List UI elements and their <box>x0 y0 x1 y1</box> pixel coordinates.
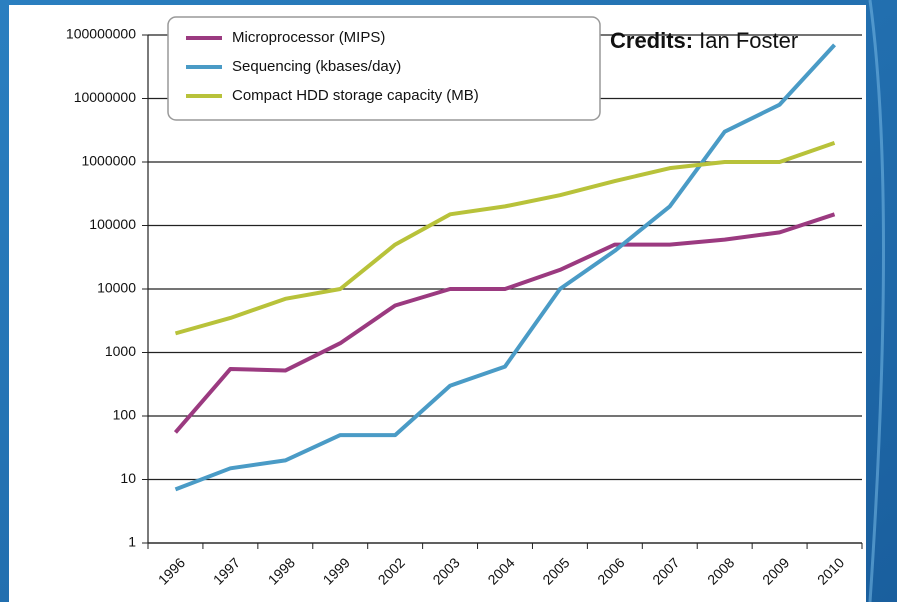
y-tick-label: 10000 <box>97 280 136 296</box>
plot: 1 10 100 1000 10000 100000 1000000 10000000 1000… <box>66 26 863 588</box>
y-tick-label: 100000 <box>89 216 136 232</box>
credits-label: Credits: <box>610 28 693 53</box>
y-tick-label: 1000 <box>105 343 136 359</box>
y-tick-label: 100 <box>113 407 137 423</box>
y-tick-label: 10000000 <box>74 89 137 105</box>
y-tick-label: 100000000 <box>66 26 136 42</box>
legend-box <box>167 16 601 121</box>
series-line <box>174 140 836 336</box>
y-tick-label: 1000000 <box>81 153 136 169</box>
legend: Microprocessor (MIPS) Sequencing (kbases/… <box>186 29 479 104</box>
legend-label: Compact HDD storage capacity (MB) <box>232 87 479 104</box>
decor-arc <box>868 0 885 602</box>
legend-label: Sequencing (kbases/day) <box>232 58 401 75</box>
series-line <box>174 43 837 492</box>
credits-text: Ian Foster <box>699 28 798 53</box>
legend-label: Microprocessor (MIPS) <box>232 29 385 46</box>
credits: Credits: Ian Foster <box>610 28 798 53</box>
y-tick-label: 10 <box>120 470 136 486</box>
y-tick-label: 1 <box>128 534 136 550</box>
series-line <box>173 212 836 434</box>
